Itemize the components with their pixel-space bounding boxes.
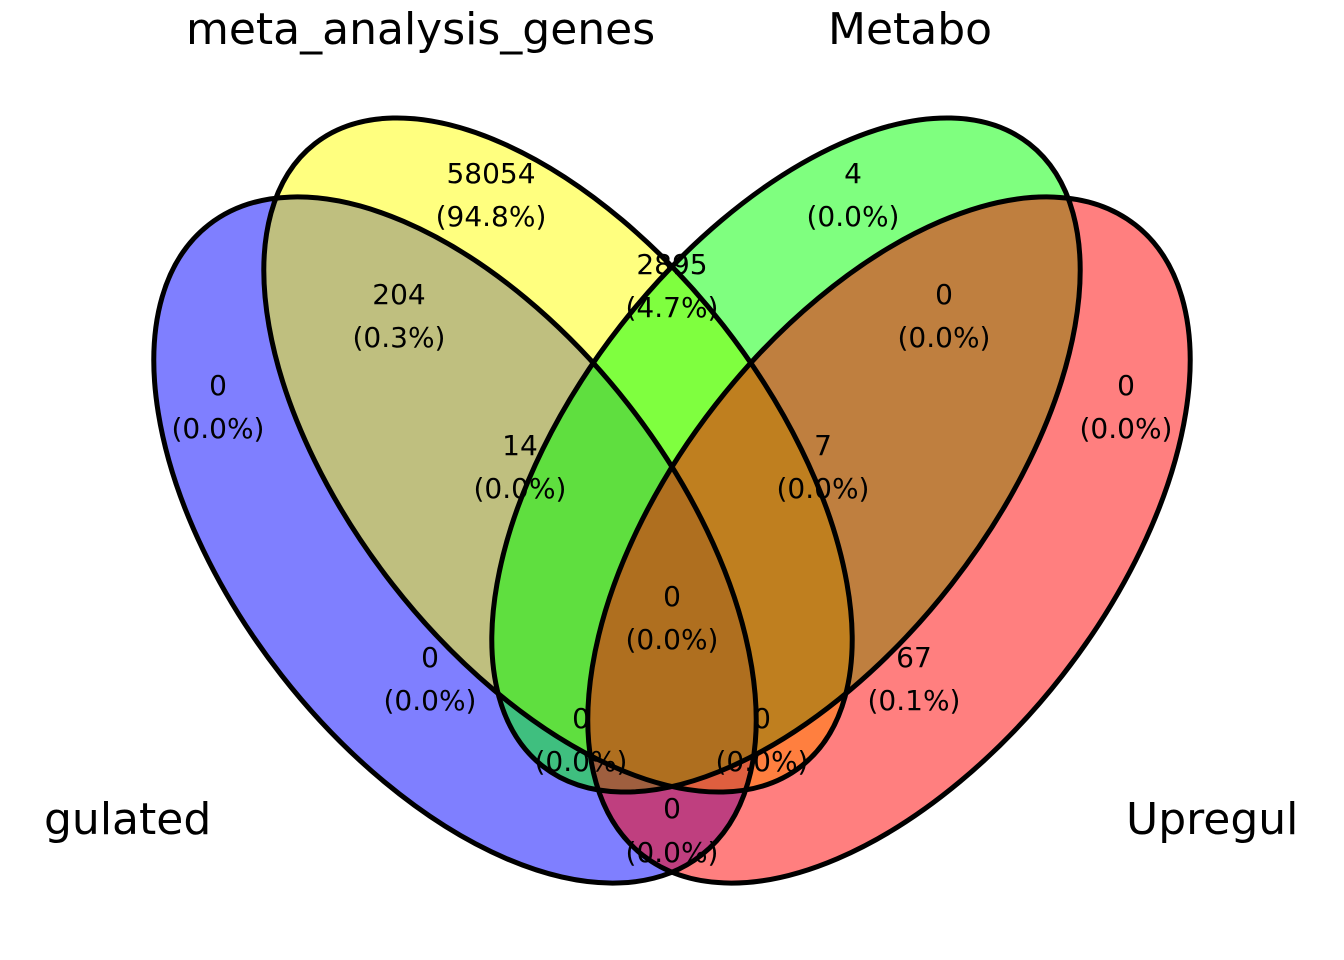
region-bc-pct: (4.7%) (626, 291, 719, 324)
set-d-ellipse (587, 196, 1191, 884)
set-outlines (151, 115, 1193, 886)
region-labels: 0 (0.0%) 58054 (94.8%) 4 (0.0%) 0 (0.0%)… (172, 157, 1173, 869)
set-c-outline (489, 115, 1083, 795)
region-acd-pct: (0.0%) (535, 745, 628, 778)
set-a-outline (151, 194, 759, 886)
region-ab-count: 204 (372, 278, 425, 311)
region-bcd-pct: (0.0%) (777, 472, 870, 505)
region-b-only-count: 58054 (446, 157, 535, 190)
set-d-outline (585, 194, 1193, 886)
set-d-label: Upregul (1126, 794, 1298, 845)
set-c-label: Metabo (828, 4, 992, 55)
region-d-only-count: 0 (1117, 369, 1135, 402)
region-abd-pct: (0.0%) (716, 745, 809, 778)
region-acd-count: 0 (572, 702, 590, 735)
set-a-label: gulated (44, 794, 211, 845)
region-abc-pct: (0.0%) (474, 472, 567, 505)
region-abcd-count: 0 (663, 580, 681, 613)
region-cd-count: 0 (935, 278, 953, 311)
region-d-only-pct: (0.0%) (1080, 412, 1173, 445)
region-b-only-pct: (94.8%) (436, 200, 547, 233)
region-ac-count: 0 (421, 641, 439, 674)
set-b-label: meta_analysis_genes (186, 4, 655, 55)
region-bcd-count: 7 (814, 429, 832, 462)
region-abd-count: 0 (753, 702, 771, 735)
region-bd-pct: (0.1%) (868, 684, 961, 717)
region-bd-count: 67 (896, 641, 932, 674)
region-abcd-pct: (0.0%) (626, 623, 719, 656)
region-ac-pct: (0.0%) (384, 684, 477, 717)
set-fills (153, 117, 1191, 884)
region-a-only-pct: (0.0%) (172, 412, 265, 445)
set-b-outline (261, 115, 855, 795)
region-a-only-count: 0 (209, 369, 227, 402)
region-c-only-pct: (0.0%) (807, 200, 900, 233)
region-ad-count: 0 (663, 792, 681, 825)
region-abc-count: 14 (502, 429, 538, 462)
region-c-only-count: 4 (844, 157, 862, 190)
region-ab-pct: (0.3%) (353, 321, 446, 354)
region-cd-pct: (0.0%) (898, 321, 991, 354)
region-bc-count: 2895 (636, 248, 707, 281)
region-ad-pct: (0.0%) (626, 836, 719, 869)
